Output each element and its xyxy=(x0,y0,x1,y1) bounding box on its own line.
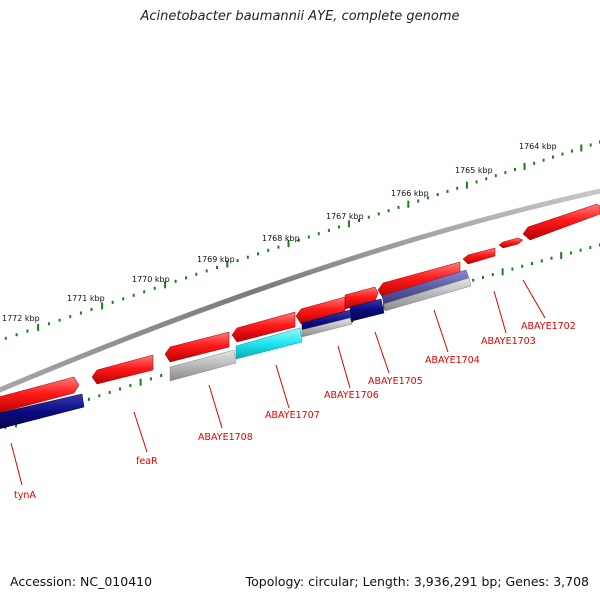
ruler-label: 1769 kbp xyxy=(197,255,235,264)
feature-bar[interactable] xyxy=(0,393,85,430)
gene-label-ABAYE1707[interactable]: ABAYE1707 xyxy=(265,410,320,421)
gene-arrow[interactable] xyxy=(522,203,600,241)
gene-arrow[interactable] xyxy=(164,331,230,363)
ruler-ticks xyxy=(4,140,600,340)
leader-line xyxy=(10,442,23,486)
ruler-label: 1767 kbp xyxy=(326,212,364,221)
gene-label-ABAYE1704[interactable]: ABAYE1704 xyxy=(425,355,480,366)
genome-backbone xyxy=(0,188,600,393)
gene-label-ABAYE1703[interactable]: ABAYE1703 xyxy=(481,336,536,347)
inner-features xyxy=(0,269,472,430)
leader-line xyxy=(337,345,351,389)
forward-genes xyxy=(0,203,600,414)
topology-summary: Topology: circular; Length: 3,936,291 bp… xyxy=(245,574,589,589)
ruler-label: 1768 kbp xyxy=(262,234,300,243)
feature-bar[interactable] xyxy=(383,277,472,312)
gene-label-tynA[interactable]: tynA xyxy=(14,490,36,501)
gene-arrow[interactable] xyxy=(91,354,154,385)
gene-label-ABAYE1702[interactable]: ABAYE1702 xyxy=(521,321,576,332)
feature-bar[interactable] xyxy=(349,298,385,322)
feature-bar[interactable] xyxy=(235,327,303,360)
ruler-label: 1766 kbp xyxy=(391,189,429,198)
gene-arrow[interactable] xyxy=(344,286,379,310)
ruler-label: 1772 kbp xyxy=(2,314,40,323)
ruler-label: 1770 kbp xyxy=(132,275,170,284)
leader-line xyxy=(208,384,223,429)
gene-label-ABAYE1708[interactable]: ABAYE1708 xyxy=(198,432,253,443)
gene-arrow[interactable] xyxy=(0,376,80,414)
leader-line xyxy=(493,290,507,334)
gene-label-feaR[interactable]: feaR xyxy=(136,456,158,467)
ruler-labels: 1772 kbp 1771 kbp 1770 kbp 1769 kbp 1768… xyxy=(2,142,557,323)
gene-arrow[interactable] xyxy=(462,247,496,265)
gene-label-ABAYE1705[interactable]: ABAYE1705 xyxy=(368,376,423,387)
leader-line xyxy=(374,331,390,374)
leader-line xyxy=(133,411,148,453)
leader-line xyxy=(433,309,449,353)
feature-bar[interactable] xyxy=(301,317,353,338)
ruler-label: 1764 kbp xyxy=(519,142,557,151)
accession-text: Accession: NC_010410 xyxy=(10,574,153,589)
gene-arrow[interactable] xyxy=(498,237,524,249)
leader-line xyxy=(275,364,290,409)
leader-line xyxy=(522,279,546,319)
label-leaders xyxy=(10,279,546,486)
gene-label-ABAYE1706[interactable]: ABAYE1706 xyxy=(324,390,379,401)
map-title: Acinetobacter baumannii AYE, complete ge… xyxy=(140,9,460,24)
gene-labels: tynA feaR ABAYE1708 ABAYE1707 ABAYE1706 … xyxy=(14,321,576,501)
feature-bar[interactable] xyxy=(169,349,237,382)
gene-arrow[interactable] xyxy=(231,311,296,343)
ruler-label: 1771 kbp xyxy=(67,294,105,303)
ruler-label: 1765 kbp xyxy=(455,166,493,175)
